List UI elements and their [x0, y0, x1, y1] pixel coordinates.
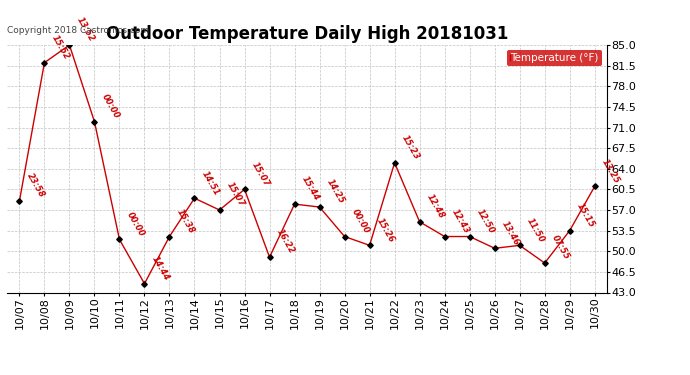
- Text: 13:46: 13:46: [500, 219, 522, 247]
- Text: 23:58: 23:58: [25, 172, 46, 200]
- Text: 15:52: 15:52: [50, 33, 71, 61]
- Text: 15:15: 15:15: [575, 201, 596, 229]
- Text: 12:50: 12:50: [475, 207, 496, 235]
- Text: 00:00: 00:00: [350, 207, 371, 235]
- Text: 14:51: 14:51: [200, 169, 221, 197]
- Title: Outdoor Temperature Daily High 20181031: Outdoor Temperature Daily High 20181031: [106, 26, 509, 44]
- Text: 15:26: 15:26: [375, 216, 396, 244]
- Text: 13:25: 13:25: [600, 157, 622, 185]
- Legend: Temperature (°F): Temperature (°F): [507, 50, 602, 66]
- Text: 12:48: 12:48: [425, 193, 446, 220]
- Text: 16:22: 16:22: [275, 228, 296, 256]
- Text: 14:25: 14:25: [325, 178, 346, 206]
- Text: 15:44: 15:44: [300, 175, 322, 203]
- Text: Copyright 2018 Castronics.com: Copyright 2018 Castronics.com: [7, 26, 149, 35]
- Text: 00:00: 00:00: [100, 93, 121, 120]
- Text: 15:38: 15:38: [175, 207, 196, 235]
- Text: 15:07: 15:07: [250, 160, 271, 188]
- Text: 13:52: 13:52: [75, 16, 96, 44]
- Text: 11:50: 11:50: [525, 216, 546, 244]
- Text: 15:07: 15:07: [225, 181, 246, 209]
- Text: 14:44: 14:44: [150, 255, 171, 282]
- Text: 00:00: 00:00: [125, 210, 146, 238]
- Text: 07:55: 07:55: [550, 234, 571, 262]
- Text: 15:23: 15:23: [400, 134, 422, 162]
- Text: 12:43: 12:43: [450, 207, 471, 235]
